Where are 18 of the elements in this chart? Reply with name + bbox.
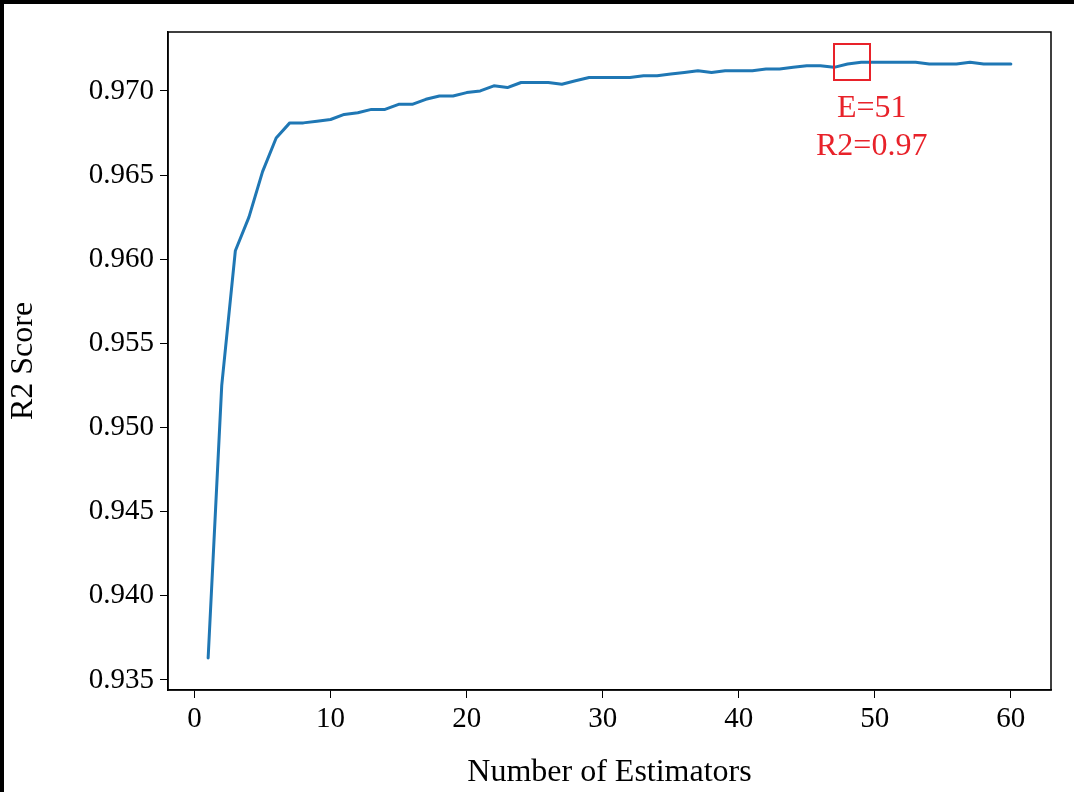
y-tick-label: 0.935	[88, 661, 154, 694]
x-tick-label: 60	[996, 701, 1026, 734]
y-tick-label: 0.955	[88, 324, 154, 357]
y-tick-label: 0.940	[88, 577, 154, 610]
y-tick-label: 0.950	[88, 409, 154, 442]
x-tick-label: 50	[860, 701, 890, 734]
x-tick-label: 20	[452, 701, 482, 734]
y-tick-label: 0.965	[88, 156, 154, 189]
x-tick-label: 0	[187, 701, 202, 734]
y-tick-label: 0.970	[88, 72, 154, 105]
annotation: E=51 R2=0.97	[815, 87, 928, 162]
x-tick-label: 40	[724, 701, 754, 734]
y-tick-label: 0.960	[88, 240, 154, 273]
x-tick-label: 30	[588, 701, 618, 734]
y-axis-title: R2 Score	[2, 301, 39, 421]
y-tick-label: 0.945	[88, 493, 154, 526]
x-axis-title: Number of Estimators	[467, 752, 752, 789]
x-tick-label: 10	[316, 701, 346, 734]
